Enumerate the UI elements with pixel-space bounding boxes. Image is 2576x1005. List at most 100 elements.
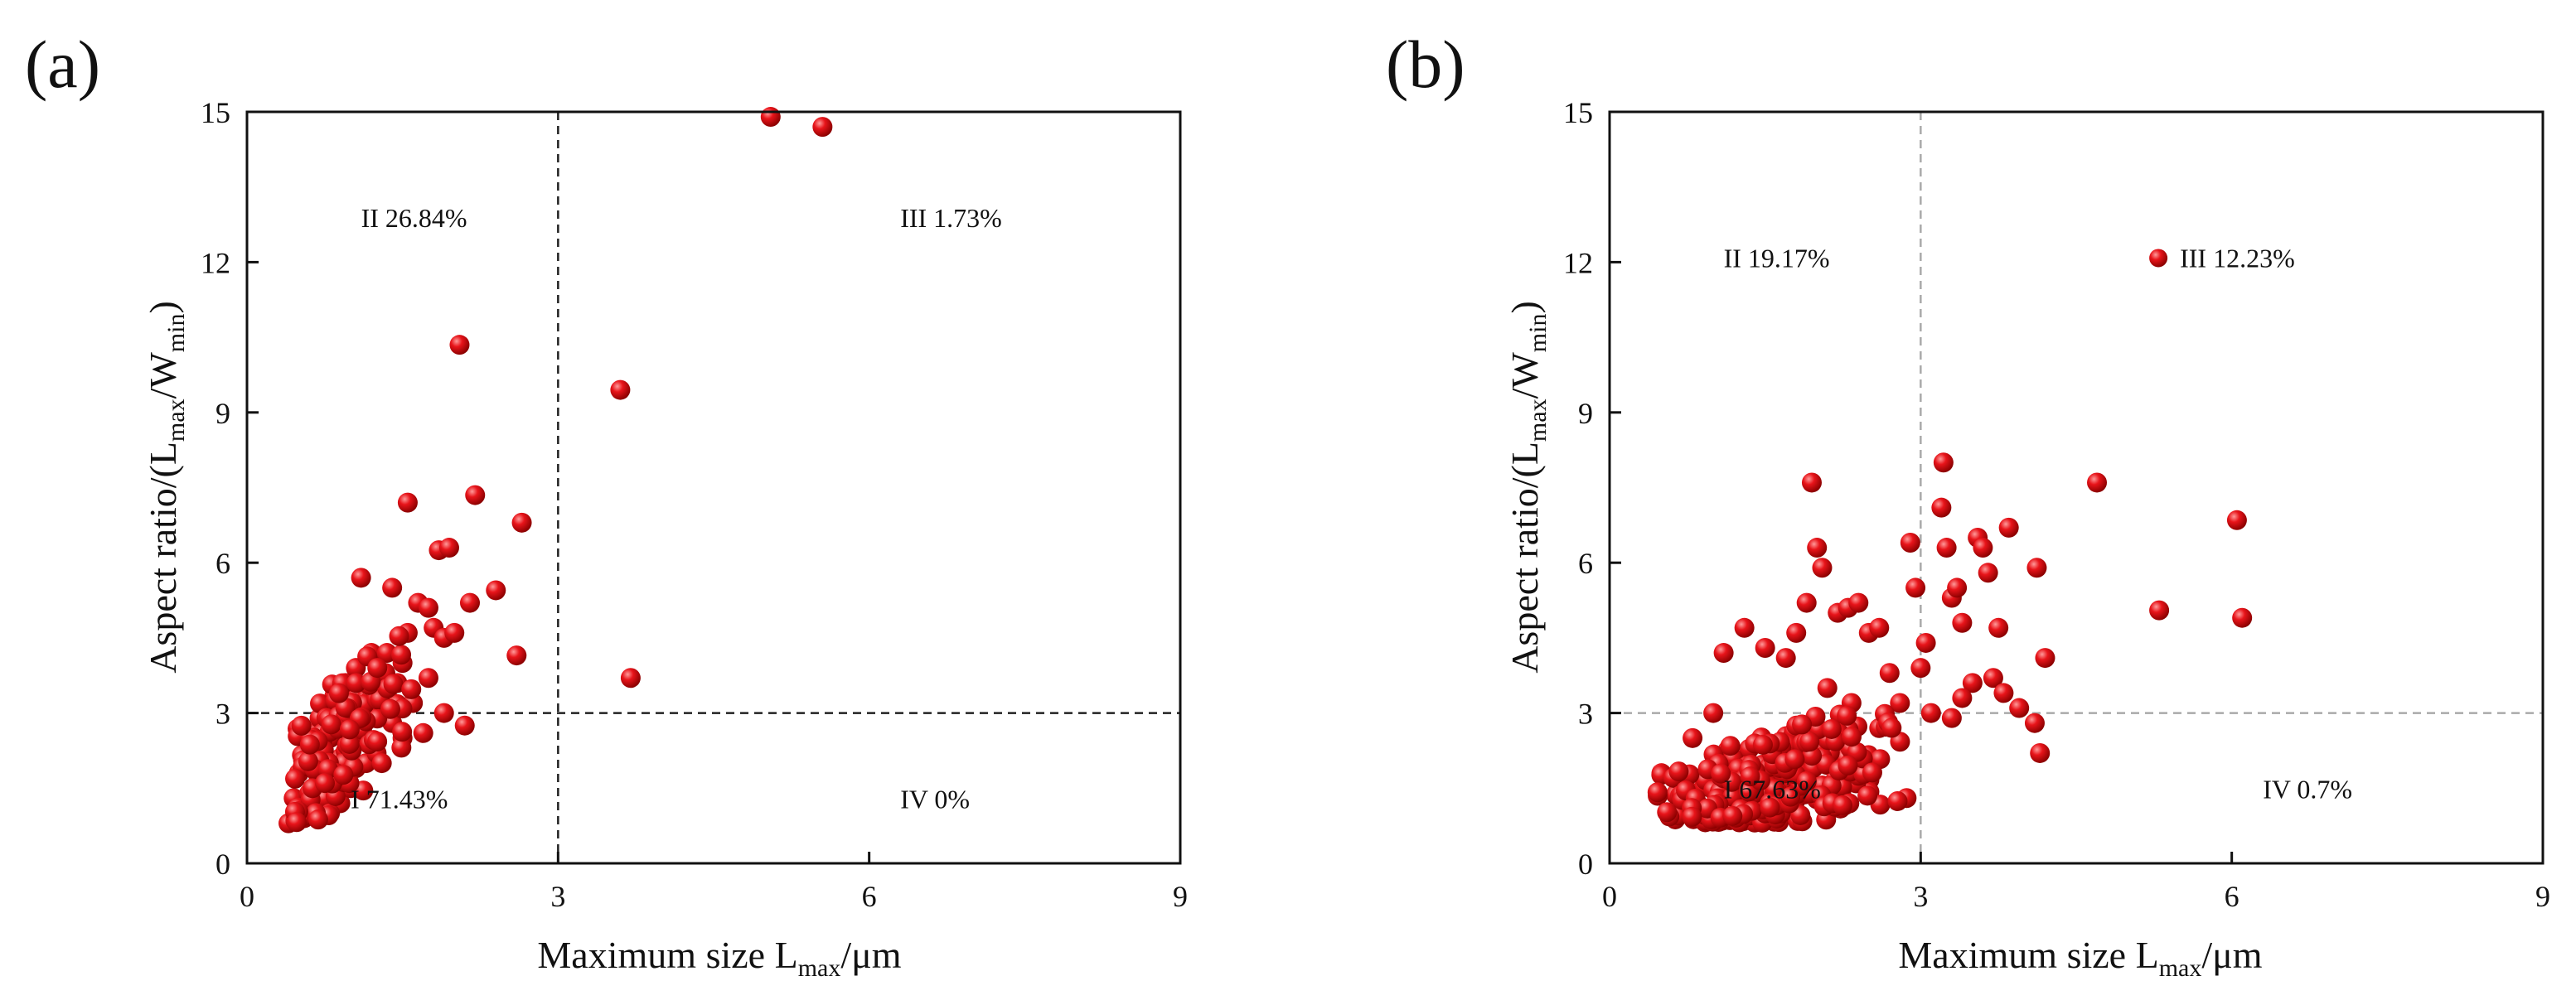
y-tick-label-b: 9 — [1578, 397, 1593, 430]
data-point — [1837, 705, 1857, 726]
x-tick-label-b: 0 — [1602, 880, 1617, 913]
data-point — [1647, 782, 1668, 803]
y-axis-label-sub1-b: max — [1524, 399, 1552, 442]
quadrant-label-a-2: II 26.84% — [361, 203, 467, 233]
data-point — [1711, 763, 1731, 784]
data-point — [1755, 637, 1775, 658]
panel-b: (b) I 67.63% II 19.17% III 12.23% IV 0.7% 0 3… — [1386, 27, 2550, 982]
points-b — [1647, 452, 2253, 833]
plot-area-a: I 71.43% II 26.84% III 1.73% IV 0% 0 3 6 9 0 3 6 9 1… — [201, 96, 1188, 913]
quadrant-label-a-4: IV 0% — [900, 784, 970, 814]
y-axis-label-sub1-a: max — [162, 399, 190, 442]
data-point — [2149, 600, 2170, 621]
data-point — [1962, 673, 1983, 693]
data-point — [1890, 693, 1910, 713]
data-point — [285, 768, 306, 789]
data-point — [1947, 577, 1968, 598]
data-point — [401, 679, 422, 699]
data-point — [1983, 668, 2003, 689]
data-point — [314, 773, 335, 794]
legend-marker-b — [2149, 249, 2168, 268]
data-point — [506, 645, 527, 666]
data-point — [1905, 577, 1926, 598]
data-point — [486, 580, 506, 601]
y-tick-label-a: 3 — [215, 698, 230, 731]
data-point — [1720, 736, 1741, 756]
data-point — [2035, 648, 2055, 669]
data-point — [449, 335, 470, 355]
data-point — [2087, 472, 2108, 493]
data-point — [1933, 452, 1954, 473]
data-point — [1973, 538, 1993, 558]
data-point — [1869, 617, 1890, 638]
x-tick-label-b: 6 — [2225, 880, 2239, 913]
data-point — [346, 673, 366, 693]
y-tick-label-a: 12 — [201, 246, 230, 279]
data-point — [2026, 558, 2047, 578]
data-point — [1703, 703, 1724, 723]
y-axis-label-a: Aspect ratio/(Lmax/Wmin) — [142, 301, 190, 674]
data-point — [2226, 510, 2247, 530]
x-tick-label-a: 9 — [1173, 880, 1188, 913]
y-axis-label-main-b: Aspect ratio/(L — [1503, 442, 1546, 674]
data-point — [418, 597, 438, 618]
x-axis-label-sub-b: max — [2159, 954, 2202, 982]
data-point — [389, 626, 409, 646]
data-point — [1821, 718, 1842, 739]
plot-frame-b — [1608, 110, 2545, 865]
data-point — [1792, 714, 1813, 735]
data-point — [1988, 617, 2009, 638]
data-point — [1848, 592, 1869, 613]
y-axis-label-sub2-a: min — [162, 314, 190, 353]
plot-area-b: I 67.63% II 19.17% III 12.23% IV 0.7% 0 3 6 9 0 3… — [1563, 96, 2550, 913]
data-point — [382, 577, 403, 598]
data-point — [1952, 612, 1973, 633]
data-point — [418, 668, 438, 689]
data-point — [1682, 806, 1702, 827]
quadrant-label-b-3: III 12.23% — [2180, 243, 2295, 273]
data-point — [511, 512, 532, 533]
x-axis-label-main-a: Maximum size L — [537, 934, 797, 976]
x-axis-label-tail-b: /μm — [2201, 934, 2262, 976]
y-tick-label-b: 0 — [1578, 848, 1593, 881]
data-point — [1832, 795, 1852, 815]
data-point — [2009, 698, 2030, 718]
data-point — [1801, 472, 1822, 493]
data-point — [1936, 538, 1957, 558]
data-point — [333, 765, 354, 785]
data-point — [1910, 658, 1931, 679]
quadrant-label-b-2: II 19.17% — [1724, 243, 1830, 273]
y-tick-label-b: 3 — [1578, 698, 1593, 731]
y-axis-label-tail-a: ) — [142, 301, 184, 313]
data-point — [1812, 558, 1833, 578]
data-point — [328, 683, 349, 703]
data-point — [465, 485, 486, 505]
data-point — [812, 117, 833, 138]
data-point — [1796, 592, 1817, 613]
data-point — [1881, 718, 1902, 738]
data-point — [339, 719, 360, 740]
x-axis-label-b: Maximum size Lmax/μm — [1898, 934, 2262, 982]
data-point — [299, 734, 320, 755]
data-point — [1900, 533, 1920, 553]
data-point — [1862, 762, 1882, 783]
data-point — [433, 703, 454, 723]
data-point — [1952, 688, 1973, 708]
quadrant-label-a-3: III 1.73% — [900, 203, 1002, 233]
data-point — [391, 645, 412, 665]
data-point — [1683, 727, 1703, 748]
x-tick-label-a: 3 — [550, 880, 565, 913]
x-tick-label-a: 6 — [862, 880, 877, 913]
data-point — [1740, 766, 1760, 787]
data-point — [392, 722, 413, 742]
data-point — [413, 722, 433, 743]
y-tick-label-b: 6 — [1578, 547, 1593, 580]
data-point — [1887, 790, 1908, 811]
data-point — [1920, 703, 1941, 723]
data-point — [286, 812, 307, 833]
points-a — [278, 107, 833, 833]
data-point — [1941, 708, 1962, 728]
y-tick-label-a: 6 — [215, 547, 230, 580]
y-tick-label-b: 15 — [1563, 96, 1593, 129]
